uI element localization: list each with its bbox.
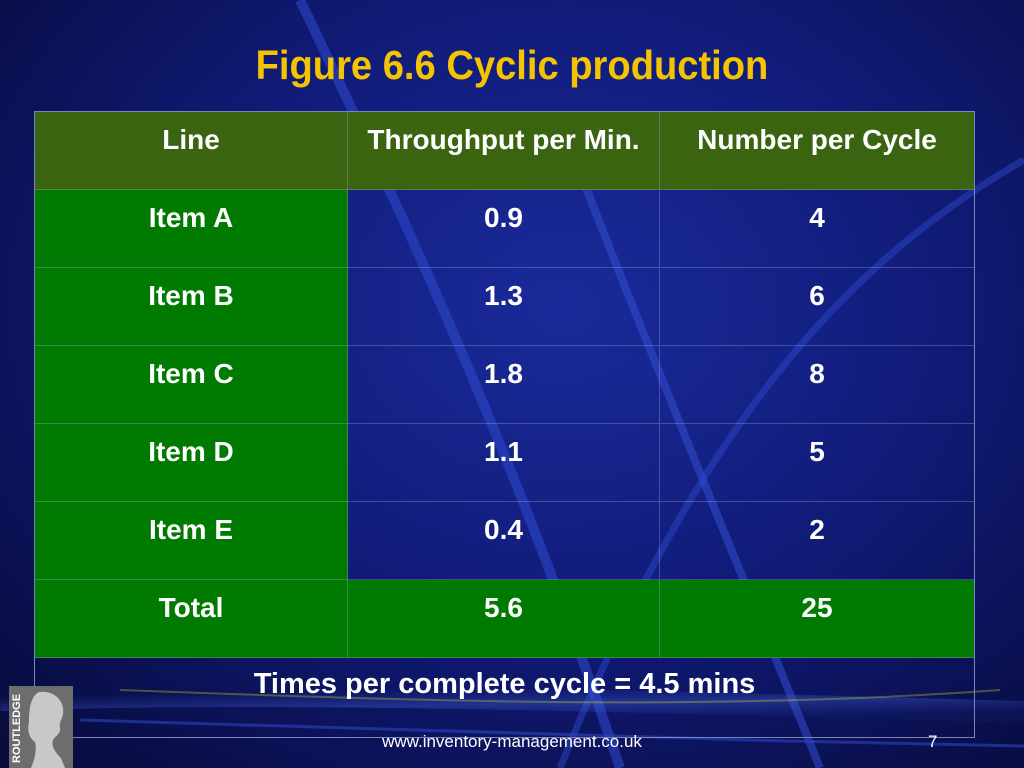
total-throughput: 5.6 xyxy=(348,580,660,658)
table-row: Item C 1.8 8 xyxy=(35,346,974,424)
table-total-row: Total 5.6 25 xyxy=(35,580,974,658)
header-line: Line xyxy=(35,112,348,190)
throughput-value: 1.8 xyxy=(348,346,660,424)
table-row: Item D 1.1 5 xyxy=(35,424,974,502)
table-row: Item B 1.3 6 xyxy=(35,268,974,346)
header-number-per-cycle: Number per Cycle xyxy=(660,112,974,190)
number-per-cycle-value: 8 xyxy=(660,346,974,424)
routledge-logo: ROUTLEDGE xyxy=(9,686,73,768)
throughput-value: 0.9 xyxy=(348,190,660,268)
page-number: 7 xyxy=(928,732,938,751)
throughput-value: 1.3 xyxy=(348,268,660,346)
number-per-cycle-value: 2 xyxy=(660,502,974,580)
row-label: Item C xyxy=(35,346,348,424)
throughput-value: 1.1 xyxy=(348,424,660,502)
cycle-time-note: Times per complete cycle = 4.5 mins xyxy=(253,668,756,700)
number-per-cycle-value: 5 xyxy=(660,424,974,502)
head-silhouette-icon xyxy=(28,691,65,768)
header-throughput: Throughput per Min. xyxy=(348,112,660,190)
throughput-value: 0.4 xyxy=(348,502,660,580)
table-header-row: Line Throughput per Min. Number per Cycl… xyxy=(35,112,974,190)
row-label: Item A xyxy=(35,190,348,268)
total-label: Total xyxy=(35,580,348,658)
number-per-cycle-value: 4 xyxy=(660,190,974,268)
production-table: Line Throughput per Min. Number per Cycl… xyxy=(34,111,975,738)
number-per-cycle-value: 6 xyxy=(660,268,974,346)
row-label: Item E xyxy=(35,502,348,580)
row-label: Item B xyxy=(35,268,348,346)
website-url[interactable]: www.inventory-management.co.uk xyxy=(382,732,642,751)
table-row: Item E 0.4 2 xyxy=(35,502,974,580)
total-number-per-cycle: 25 xyxy=(660,580,974,658)
slide-title: Figure 6.6 Cyclic production xyxy=(255,42,769,88)
row-label: Item D xyxy=(35,424,348,502)
table-row: Item A 0.9 4 xyxy=(35,190,974,268)
